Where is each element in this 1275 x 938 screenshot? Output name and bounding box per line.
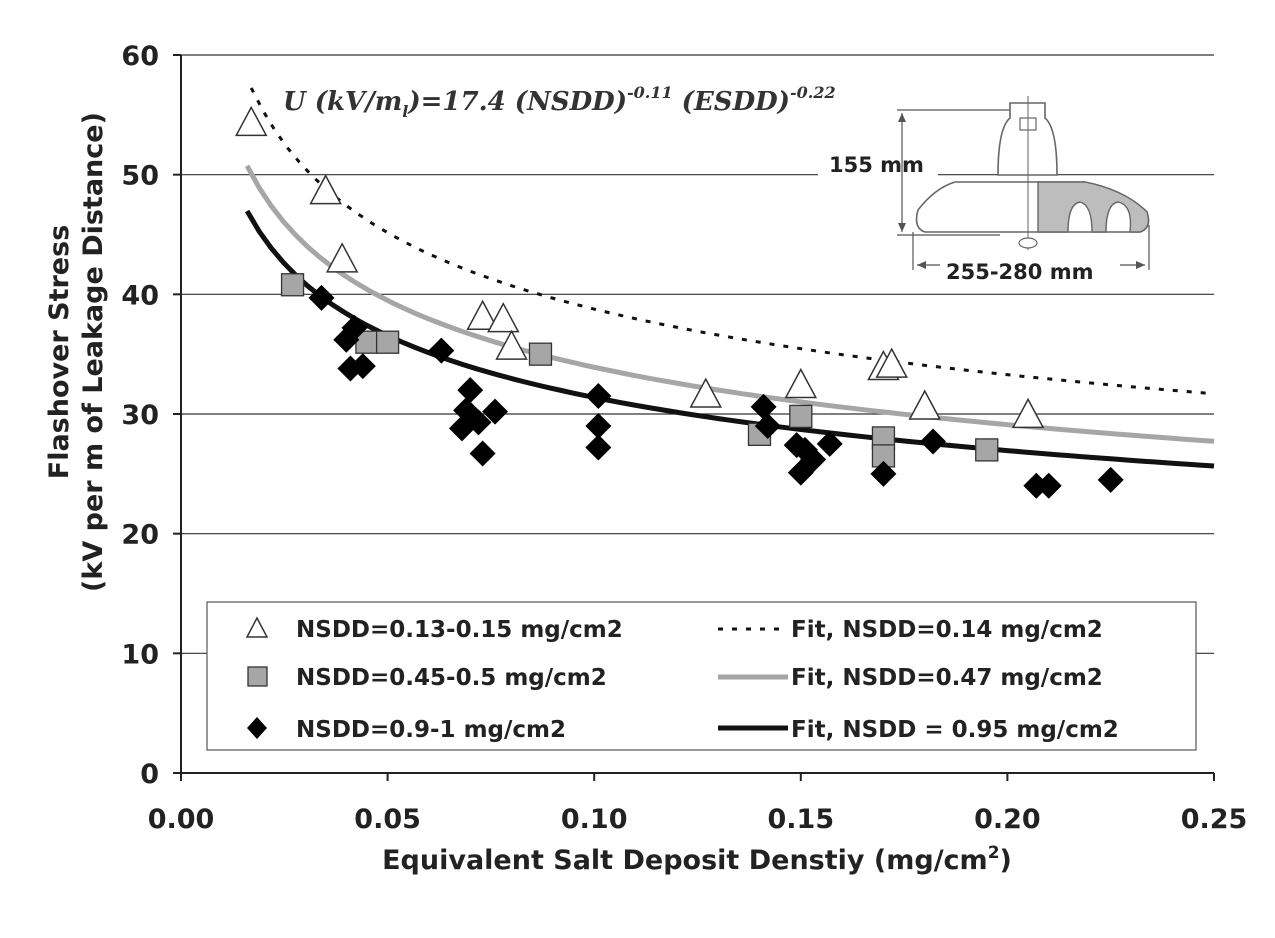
- diamond-point: [469, 440, 496, 467]
- formula-annotation: U (kV/ml)=17.4 (NSDD)-0.11 (ESDD)-0.22: [283, 83, 836, 121]
- x-tick-label: 0.05: [354, 804, 421, 835]
- y-tick-label: 50: [121, 161, 159, 192]
- diamond-point: [754, 412, 781, 439]
- x-axis-ticks: 0.00 0.05 0.10 0.15 0.20 0.25: [148, 773, 1248, 835]
- y-tick-label: 20: [121, 520, 159, 551]
- square-point: [975, 438, 999, 462]
- legend-square-marker: [247, 666, 268, 687]
- triangle-point: [875, 347, 908, 378]
- legend-label-fit-mid: Fit, NSDD=0.47 mg/cm2: [791, 665, 1103, 691]
- diamond-point: [585, 383, 612, 410]
- x-axis-title: Equivalent Salt Deposit Denstiy (mg/cm2): [382, 843, 1012, 876]
- triangle-point: [325, 242, 359, 273]
- diamond-point: [465, 409, 492, 436]
- y-tick-label: 60: [121, 41, 159, 72]
- diamond-point: [482, 398, 509, 425]
- y-axis-ticks: 0 10 20 30 40 50 60: [121, 41, 181, 790]
- data-points: [234, 105, 1124, 499]
- fit-line-3: [249, 87, 1215, 396]
- diamond-point: [920, 428, 947, 455]
- square-point: [789, 404, 813, 429]
- height-dimension-label: 155 mm: [829, 153, 924, 177]
- diamond-point: [1097, 466, 1124, 493]
- y-tick-label: 10: [121, 639, 159, 670]
- triangle-point: [466, 299, 499, 331]
- diamond-point: [308, 284, 335, 311]
- insulator-shed: [915, 181, 1150, 233]
- insulator-section-hatch: [1037, 181, 1150, 233]
- triangle-point: [234, 105, 268, 137]
- grid-lines: [181, 54, 1214, 654]
- inset-label-bg: [818, 148, 938, 182]
- triangle-point: [487, 302, 520, 333]
- diamond-point: [870, 460, 897, 487]
- legend-label-nsdd-mid: NSDD=0.45-0.5 mg/cm2: [296, 665, 607, 691]
- diamond-point: [341, 314, 368, 341]
- diamond-point: [585, 434, 612, 461]
- square-point: [528, 342, 553, 366]
- diamond-point: [816, 430, 843, 457]
- diamond-point: [750, 393, 777, 420]
- y-tick-label: 0: [140, 759, 159, 790]
- diamond-point: [1035, 472, 1062, 499]
- legend-label-nsdd-low: NSDD=0.13-0.15 mg/cm2: [296, 617, 623, 643]
- square-point: [280, 273, 305, 297]
- triangle-point: [908, 389, 942, 420]
- fit-line-5: [244, 209, 1215, 469]
- insulator-pin-bottom: [1018, 237, 1038, 249]
- fit-line-4: [244, 164, 1215, 444]
- diamond-point: [585, 412, 612, 439]
- triangle-point: [784, 367, 818, 399]
- x-tick-label: 0.00: [148, 804, 215, 835]
- square-point: [375, 330, 400, 354]
- diamond-point: [457, 377, 484, 404]
- fit-curves: [244, 87, 1215, 469]
- arrowhead-down: [898, 223, 906, 232]
- triangle-point: [1011, 397, 1045, 429]
- legend-label-fit-low: Fit, NSDD=0.14 mg/cm2: [791, 617, 1103, 643]
- legend: NSDD=0.13-0.15 mg/cm2 NSDD=0.45-0.5 mg/c…: [206, 601, 1197, 751]
- legend-diamond-marker: [247, 717, 267, 739]
- y-axis-title: Flashover Stress (kV per m of Leakage Di…: [44, 112, 109, 592]
- arrowhead-left: [917, 261, 926, 269]
- legend-box: [206, 601, 1197, 751]
- triangle-point: [309, 174, 342, 205]
- y-axis-title-line1: Flashover Stress: [44, 225, 75, 480]
- legend-triangle-marker: [245, 616, 269, 638]
- diamond-point: [800, 446, 827, 473]
- diamond-point: [428, 337, 455, 364]
- triangle-point: [495, 329, 528, 360]
- y-axis-title-line2: (kV per m of Leakage Distance): [78, 112, 109, 592]
- diamond-point: [349, 353, 376, 380]
- x-tick-label: 0.25: [1181, 804, 1248, 835]
- x-tick-label: 0.15: [767, 804, 834, 835]
- y-tick-label: 40: [121, 280, 159, 311]
- x-tick-label: 0.20: [974, 804, 1041, 835]
- legend-label-nsdd-high: NSDD=0.9-1 mg/cm2: [296, 717, 566, 743]
- arrowhead-up: [898, 113, 906, 122]
- axes: [180, 55, 1214, 774]
- diameter-dimension-label: 255-280 mm: [946, 260, 1093, 284]
- x-tick-label: 0.10: [561, 804, 628, 835]
- y-tick-label: 30: [121, 400, 159, 431]
- arrowhead-right: [1136, 261, 1145, 269]
- triangle-point: [689, 377, 723, 408]
- legend-label-fit-high: Fit, NSDD = 0.95 mg/cm2: [791, 717, 1119, 743]
- insulator-inset: 155 mm 255-280 mm: [818, 96, 1150, 284]
